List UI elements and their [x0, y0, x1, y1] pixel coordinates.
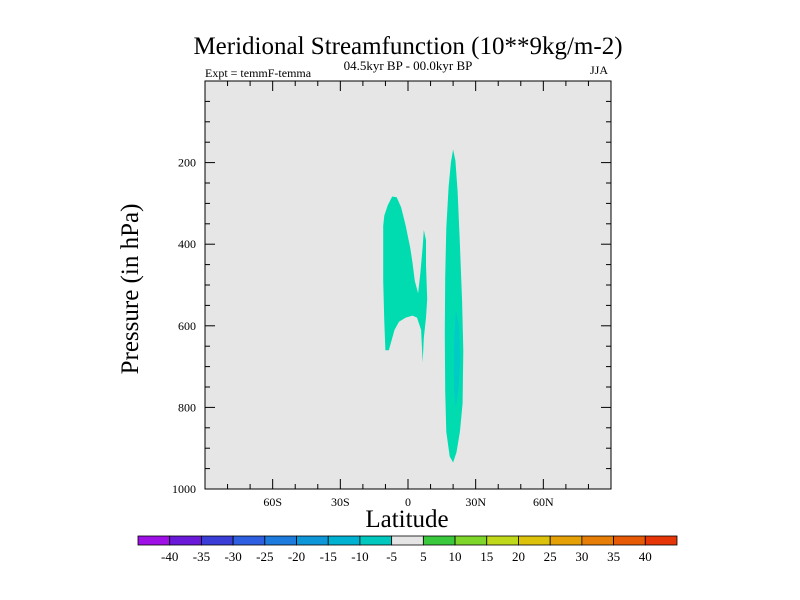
colorbar-swatch	[549, 535, 583, 546]
y-axis-label: Pressure (in hPa)	[117, 204, 144, 375]
colorbar-swatch	[581, 535, 614, 546]
colorbar-swatch	[201, 535, 234, 546]
colorbar-label: -35	[193, 549, 210, 564]
colorbar-swatch	[296, 535, 329, 546]
colorbar-label: 20	[512, 549, 525, 564]
colorbar-label: -5	[386, 549, 397, 564]
season-label: JJA	[590, 63, 608, 77]
y-tick-label: 600	[178, 319, 196, 333]
colorbar-label: -20	[288, 549, 305, 564]
colorbar-swatch	[327, 535, 361, 546]
colorbar-swatch	[613, 535, 646, 546]
experiment-label: Expt = temmF-temma	[205, 66, 312, 80]
colorbar-label: 25	[544, 549, 557, 564]
x-tick-label: 0	[405, 495, 411, 509]
colorbar-label: -10	[351, 549, 368, 564]
x-tick-label: 60S	[263, 495, 282, 509]
x-axis-label: Latitude	[365, 506, 448, 533]
anomaly-cell-left	[383, 196, 428, 363]
y-tick-label: 200	[178, 156, 196, 170]
colorbar-swatch	[486, 535, 519, 546]
colorbar-label: -40	[161, 549, 178, 564]
colorbar-label: 5	[420, 549, 427, 564]
x-tick-label: 60N	[533, 495, 554, 509]
colorbar-label: 40	[639, 549, 652, 564]
x-tick-label: 30N	[465, 495, 486, 509]
colorbar-label: 30	[575, 549, 588, 564]
x-tick-label: 30S	[331, 495, 350, 509]
chart-title: Meridional Streamfunction (10**9kg/m-2)	[193, 33, 622, 60]
y-tick-label: 400	[178, 237, 196, 251]
anomaly-core-right	[453, 309, 461, 408]
chart-subtitle: 04.5kyr BP - 00.0kyr BP	[344, 58, 473, 73]
colorbar-label: 35	[607, 549, 620, 564]
plot-frame	[204, 80, 612, 490]
tick-labels: 60S 30S 0 30N 60N 200 400 600 800 1000	[172, 156, 554, 509]
colorbar-swatch	[169, 535, 202, 546]
colorbar-swatch	[454, 535, 488, 546]
colorbar-label: 15	[480, 549, 493, 564]
colorbar-swatch	[264, 535, 297, 546]
y-tick-label: 800	[178, 400, 196, 414]
colorbar-swatch	[422, 535, 456, 546]
colorbar-swatch	[644, 535, 678, 546]
colorbar: -40 -35 -30 -25 -20 -15 -10 -5 5 10 15 20 25 30 35 40	[137, 535, 678, 564]
colorbar-label: -15	[320, 549, 337, 564]
colorbar-swatch	[518, 535, 551, 546]
colorbar-swatch	[137, 535, 171, 546]
contour-regions	[383, 149, 464, 463]
colorbar-swatch	[359, 535, 393, 546]
colorbar-label: -25	[256, 549, 273, 564]
colorbar-label: -30	[224, 549, 241, 564]
colorbar-label: 10	[449, 549, 462, 564]
colorbar-swatch	[391, 535, 424, 546]
colorbar-swatch	[232, 535, 266, 546]
y-tick-label: 1000	[172, 482, 196, 496]
axis-ticks	[205, 81, 611, 490]
